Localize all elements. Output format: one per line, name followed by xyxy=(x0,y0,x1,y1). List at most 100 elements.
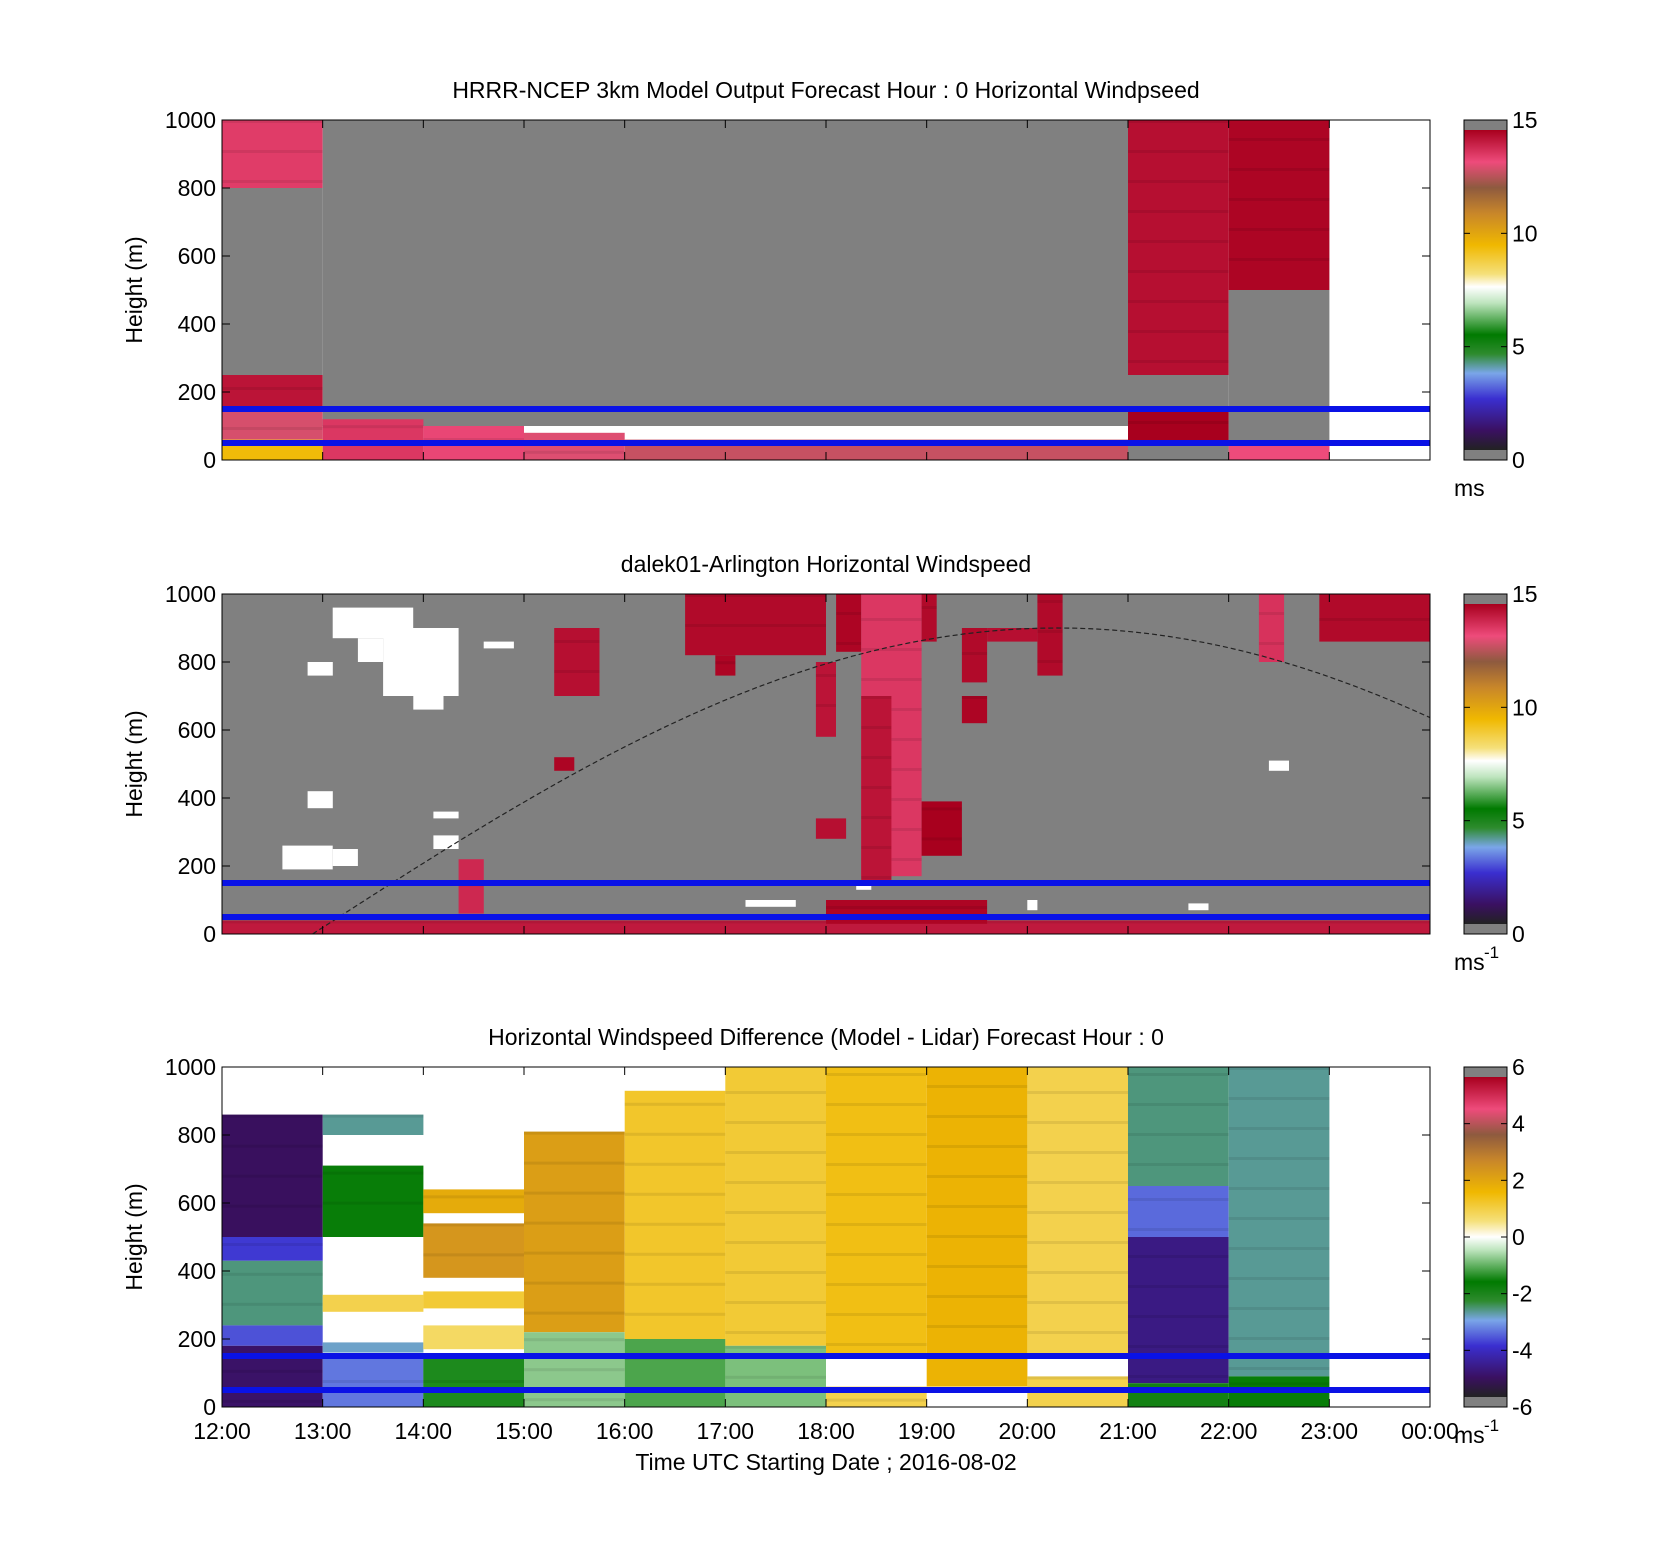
heatmap-cell xyxy=(222,375,323,409)
heatmap-cell xyxy=(1228,443,1330,460)
heatmap-band xyxy=(222,180,323,183)
heatmap-band xyxy=(624,1192,726,1196)
heatmap-band xyxy=(524,1191,625,1195)
heatmap-cell xyxy=(433,835,459,849)
heatmap-cell xyxy=(222,1237,323,1261)
heatmap-band xyxy=(926,1175,1028,1178)
heatmap-cell xyxy=(1037,594,1063,676)
heatmap-band xyxy=(836,612,862,615)
heatmap-band xyxy=(725,1345,826,1349)
heatmap-cell xyxy=(423,1291,524,1309)
heatmap-band xyxy=(423,1253,524,1257)
heatmap-band xyxy=(861,696,892,699)
heatmap-cell xyxy=(322,120,1128,426)
heatmap-band xyxy=(624,1282,726,1286)
heatmap-cell xyxy=(861,696,892,883)
heatmap-cell xyxy=(423,1356,524,1407)
chart-title: HRRR-NCEP 3km Model Output Forecast Hour… xyxy=(452,77,1199,103)
heatmap-cell xyxy=(921,801,962,856)
heatmap-cell xyxy=(1268,760,1289,771)
heatmap-band xyxy=(826,1398,927,1402)
heatmap-band xyxy=(861,618,922,621)
heatmap-cell xyxy=(815,818,847,839)
heatmap-cell xyxy=(524,432,625,460)
heatmap-band xyxy=(1128,1198,1229,1201)
chart-title: dalek01-Arlington Horizontal Windspeed xyxy=(621,551,1031,577)
heatmap-band xyxy=(826,1253,927,1256)
y-tick-label: 800 xyxy=(178,175,216,201)
heatmap-band xyxy=(826,1103,927,1106)
heatmap-cell xyxy=(1128,409,1229,443)
heatmap-band xyxy=(826,1193,927,1196)
heatmap-band xyxy=(861,726,892,729)
heatmap-band xyxy=(826,1283,927,1286)
heatmap-band xyxy=(861,756,892,759)
heatmap-cell xyxy=(685,594,826,656)
heatmap-band xyxy=(725,1181,826,1184)
heatmap-band xyxy=(1027,1241,1128,1244)
heatmap-band xyxy=(961,652,988,655)
chart-panel-2: 0 200 400 600 800 1000 dalek01-Arlington Horiz… xyxy=(121,551,1538,975)
heatmap-band xyxy=(1128,1375,1229,1378)
heatmap-band xyxy=(961,696,988,699)
heatmap-cell xyxy=(961,696,988,724)
heatmap-cell xyxy=(921,594,937,642)
heatmap-band xyxy=(861,816,892,819)
chart-panel-1: 0 200 400 600 800 1000 HRRR-NCEP 3km Model Out… xyxy=(121,77,1538,501)
heatmap-band xyxy=(1037,600,1063,603)
heatmap-cell xyxy=(725,1067,826,1346)
heatmap-band xyxy=(1319,618,1430,621)
heatmap-cell xyxy=(1128,120,1229,375)
heatmap-band xyxy=(524,450,625,454)
heatmap-cell xyxy=(222,120,323,188)
heatmap-cell xyxy=(1228,290,1330,460)
heatmap-band xyxy=(1228,1307,1330,1310)
x-axis-label: Time UTC Starting Date ; 2016-08-02 xyxy=(635,1449,1016,1475)
heatmap-cell xyxy=(745,900,796,907)
heatmap-cell xyxy=(423,1189,524,1214)
colorbar-tick-label: 2 xyxy=(1512,1167,1525,1193)
y-axis-label: Height (m) xyxy=(121,710,147,817)
heatmap-band xyxy=(926,1145,1028,1148)
colorbar-tick-label: 5 xyxy=(1512,808,1525,834)
heatmap-band xyxy=(222,427,323,430)
heatmap-cell xyxy=(961,628,988,683)
heatmap-cell xyxy=(357,638,384,662)
heatmap-band xyxy=(1128,421,1229,424)
heatmap-band xyxy=(524,1368,625,1372)
heatmap-band xyxy=(524,1398,625,1402)
y-tick-label: 200 xyxy=(178,1326,216,1352)
heatmap-band xyxy=(222,1302,323,1306)
colorbar xyxy=(1464,1077,1507,1397)
colorbar-tick-label: 10 xyxy=(1512,220,1538,246)
heatmap-band xyxy=(926,1325,1028,1328)
y-tick-label: 800 xyxy=(178,649,216,675)
heatmap-band xyxy=(1128,270,1229,273)
colorbar-cap xyxy=(1464,450,1507,460)
y-tick-label: 400 xyxy=(178,1258,216,1284)
heatmap-cell xyxy=(1128,1237,1229,1384)
heatmap-cell xyxy=(624,1090,726,1339)
heatmap-band xyxy=(685,624,826,627)
heatmap-band xyxy=(1128,360,1229,363)
heatmap-cell xyxy=(222,188,323,375)
x-tick-label: 18:00 xyxy=(797,1418,855,1444)
heatmap-band xyxy=(861,846,892,849)
heatmap-band xyxy=(1128,1073,1229,1076)
heatmap-cell xyxy=(715,655,736,676)
heatmap-band xyxy=(1037,660,1063,663)
heatmap-band xyxy=(725,1241,826,1244)
heatmap-band xyxy=(222,1243,323,1246)
heatmap-band xyxy=(725,1211,826,1214)
heatmap-band xyxy=(322,1201,424,1205)
colorbar-tick-label: -2 xyxy=(1512,1281,1532,1307)
colorbar-tick-label: 4 xyxy=(1512,1111,1525,1137)
heatmap-band xyxy=(1128,180,1229,183)
heatmap-cell xyxy=(322,419,424,460)
heatmap-cell xyxy=(433,811,459,819)
colorbar-tick-label: 0 xyxy=(1512,1224,1525,1250)
y-axis-label: Height (m) xyxy=(121,1183,147,1290)
y-tick-label: 200 xyxy=(178,379,216,405)
x-tick-label: 13:00 xyxy=(294,1418,352,1444)
y-tick-label: 0 xyxy=(203,921,216,947)
